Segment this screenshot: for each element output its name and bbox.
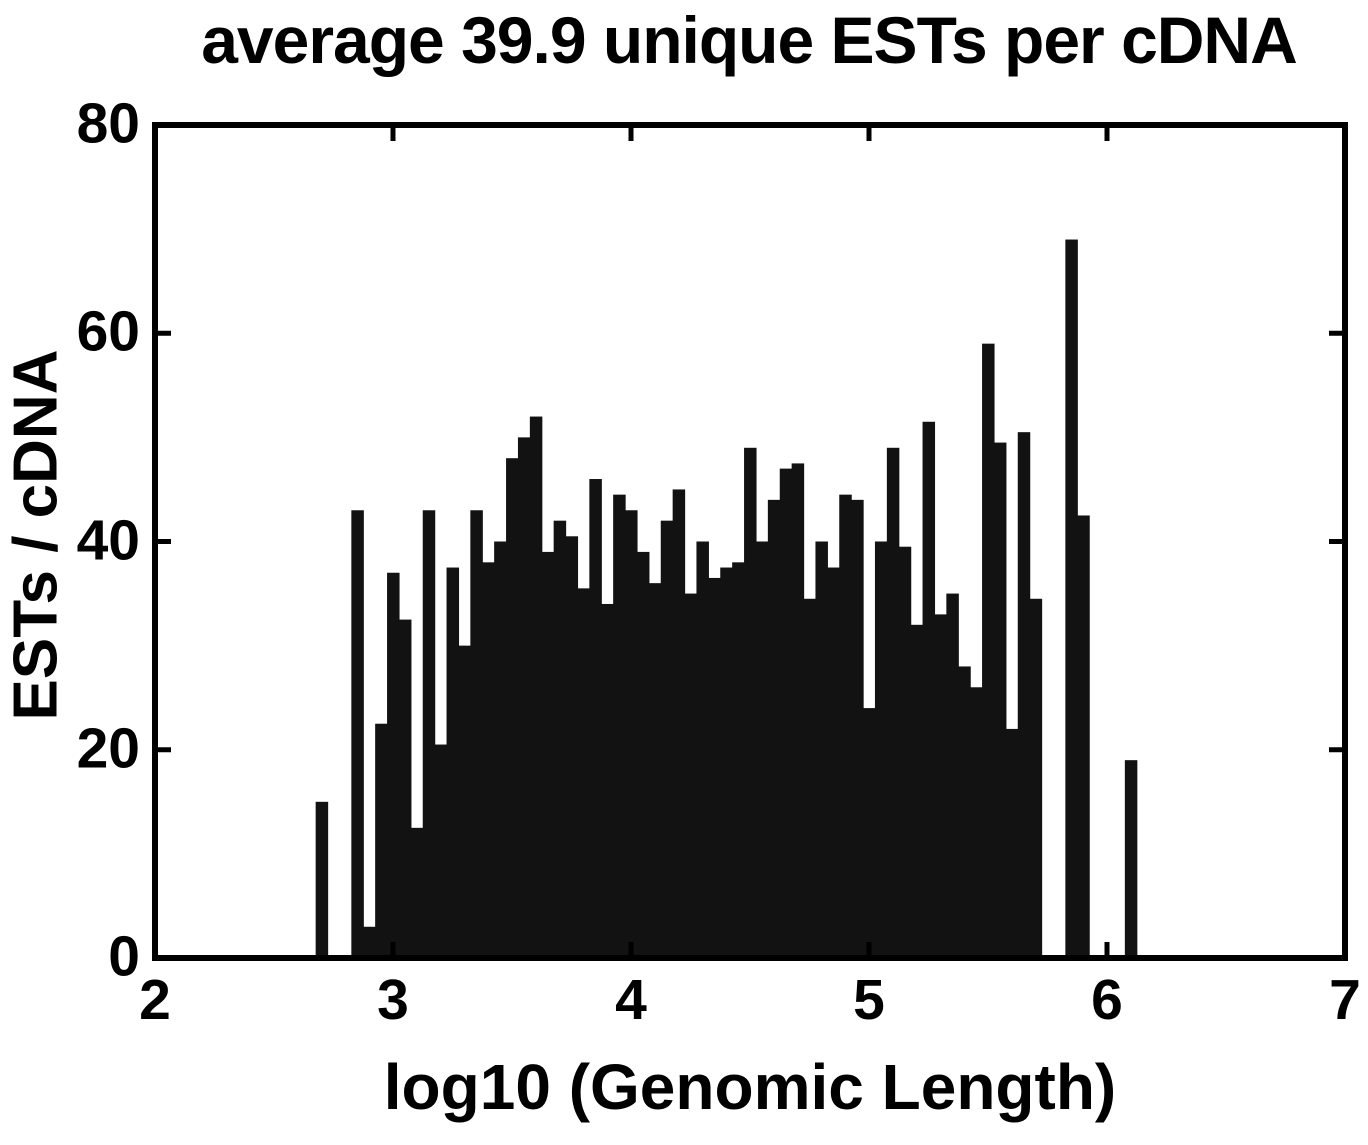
histogram-bar — [387, 572, 400, 958]
histogram-bar — [684, 593, 698, 958]
histogram-bar — [589, 479, 602, 958]
histogram-bar — [910, 624, 924, 958]
histogram-bar — [506, 458, 519, 958]
histogram-bar — [982, 343, 995, 958]
histogram-bar — [672, 489, 686, 958]
histogram-bar — [898, 546, 912, 958]
histogram-bar — [529, 416, 543, 958]
histogram-bar — [446, 567, 460, 958]
histogram-bar — [601, 603, 614, 958]
histogram-bar — [934, 614, 947, 958]
histogram-bar — [375, 723, 388, 958]
histogram-bar — [315, 801, 329, 958]
x-axis-label: log10 (Genomic Length) — [383, 1051, 1117, 1123]
y-axis-label: ESTs / cDNA — [1, 349, 71, 721]
histogram-bar — [434, 744, 448, 958]
histogram-bar — [494, 541, 507, 958]
histogram-bar — [767, 499, 781, 958]
histogram-bar — [363, 926, 376, 958]
histogram-bar — [1017, 432, 1031, 958]
histogram-bar — [1077, 515, 1090, 958]
histogram-bar — [886, 447, 900, 958]
histogram-bar — [755, 541, 769, 958]
histogram-bar — [541, 551, 555, 958]
histogram-bar — [410, 827, 424, 958]
histogram-bar — [744, 447, 757, 958]
histogram-bar — [1005, 728, 1019, 958]
histogram-bar — [648, 583, 662, 958]
histogram-bar — [577, 588, 590, 958]
histogram-bar — [922, 421, 936, 958]
histogram-bar — [1029, 598, 1043, 958]
histogram-bar — [779, 468, 793, 958]
histogram-bar — [1065, 239, 1078, 959]
histogram-bar — [1124, 760, 1138, 958]
histogram-bar — [863, 708, 876, 958]
histogram-bar — [970, 687, 983, 958]
histogram-bar — [422, 510, 436, 958]
histogram-bar — [398, 619, 412, 958]
histogram-bar — [351, 510, 364, 958]
histogram-bar — [946, 593, 959, 958]
histogram-bar — [517, 437, 531, 959]
histogram-bar — [470, 510, 483, 958]
histogram-bar — [851, 499, 864, 958]
histogram-bar — [458, 645, 471, 959]
histogram-bar — [708, 577, 721, 958]
histogram-bar — [613, 494, 626, 958]
histogram-bar — [732, 562, 745, 958]
chart-title: average 39.9 unique ESTs per cDNA — [201, 3, 1298, 77]
histogram-bar — [720, 567, 733, 958]
histogram-bar — [839, 494, 852, 958]
histogram-bar — [625, 510, 638, 958]
histogram-bar — [874, 541, 888, 958]
histogram-bar — [565, 536, 579, 958]
histogram-bar — [958, 666, 971, 958]
histogram-bar — [482, 562, 495, 958]
histogram-bar — [993, 442, 1007, 959]
histogram-bar — [660, 520, 674, 958]
histogram-bar — [815, 541, 828, 958]
histogram-bar — [803, 598, 817, 958]
histogram-bar — [636, 551, 650, 958]
histogram-bar — [791, 463, 805, 958]
histogram-bar — [553, 520, 567, 958]
histogram-bar — [696, 541, 709, 958]
histogram-bar — [827, 567, 840, 958]
